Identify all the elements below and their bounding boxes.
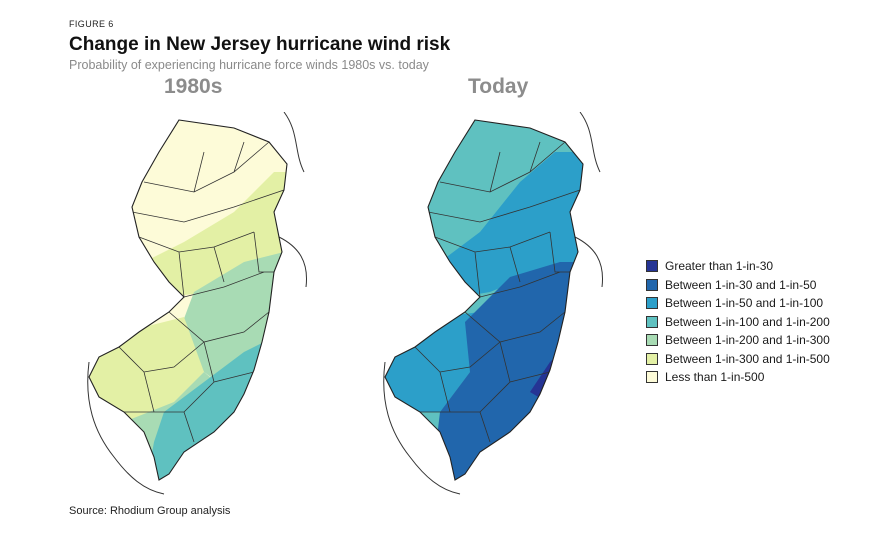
state-outline <box>384 119 584 481</box>
legend-item: Between 1-in-50 and 1-in-100 <box>646 294 830 313</box>
figure-title: Change in New Jersey hurricane wind risk <box>69 34 451 55</box>
legend-swatch <box>646 334 658 347</box>
panel-title-today: Today <box>468 75 529 98</box>
figure-label: FIGURE 6 <box>69 19 114 29</box>
county-borders <box>118 141 285 443</box>
legend-label: Between 1-in-300 and 1-in-500 <box>665 351 830 366</box>
legend: Greater than 1-in-30 Between 1-in-30 and… <box>646 257 830 387</box>
legend-item: Between 1-in-200 and 1-in-300 <box>646 331 830 350</box>
legend-item: Greater than 1-in-30 <box>646 257 830 276</box>
figure-subtitle: Probability of experiencing hurricane fo… <box>69 58 429 72</box>
legend-swatch <box>646 297 658 310</box>
legend-swatch <box>646 315 658 328</box>
county-borders <box>414 141 581 443</box>
legend-label: Between 1-in-30 and 1-in-50 <box>665 277 817 292</box>
legend-item: Less than 1-in-500 <box>646 368 830 387</box>
legend-item: Between 1-in-100 and 1-in-200 <box>646 313 830 332</box>
legend-item: Between 1-in-300 and 1-in-500 <box>646 350 830 369</box>
panel-title-1980s: 1980s <box>164 75 223 98</box>
map-today <box>383 112 604 495</box>
legend-label: Between 1-in-50 and 1-in-100 <box>665 296 824 311</box>
legend-label: Less than 1-in-500 <box>665 370 765 385</box>
coastline-line <box>87 112 308 495</box>
state-outline <box>88 119 288 481</box>
region-north-central <box>440 152 583 297</box>
legend-swatch <box>646 260 658 273</box>
coastline-line <box>383 112 604 495</box>
legend-label: Between 1-in-100 and 1-in-200 <box>665 314 830 329</box>
source-note: Source: Rhodium Group analysis <box>69 505 231 517</box>
map-1980s <box>87 112 308 495</box>
legend-item: Between 1-in-30 and 1-in-50 <box>646 276 830 295</box>
legend-swatch <box>646 352 658 365</box>
legend-label: Greater than 1-in-30 <box>665 259 774 274</box>
legend-label: Between 1-in-200 and 1-in-300 <box>665 333 830 348</box>
legend-swatch <box>646 278 658 291</box>
legend-swatch <box>646 371 658 384</box>
